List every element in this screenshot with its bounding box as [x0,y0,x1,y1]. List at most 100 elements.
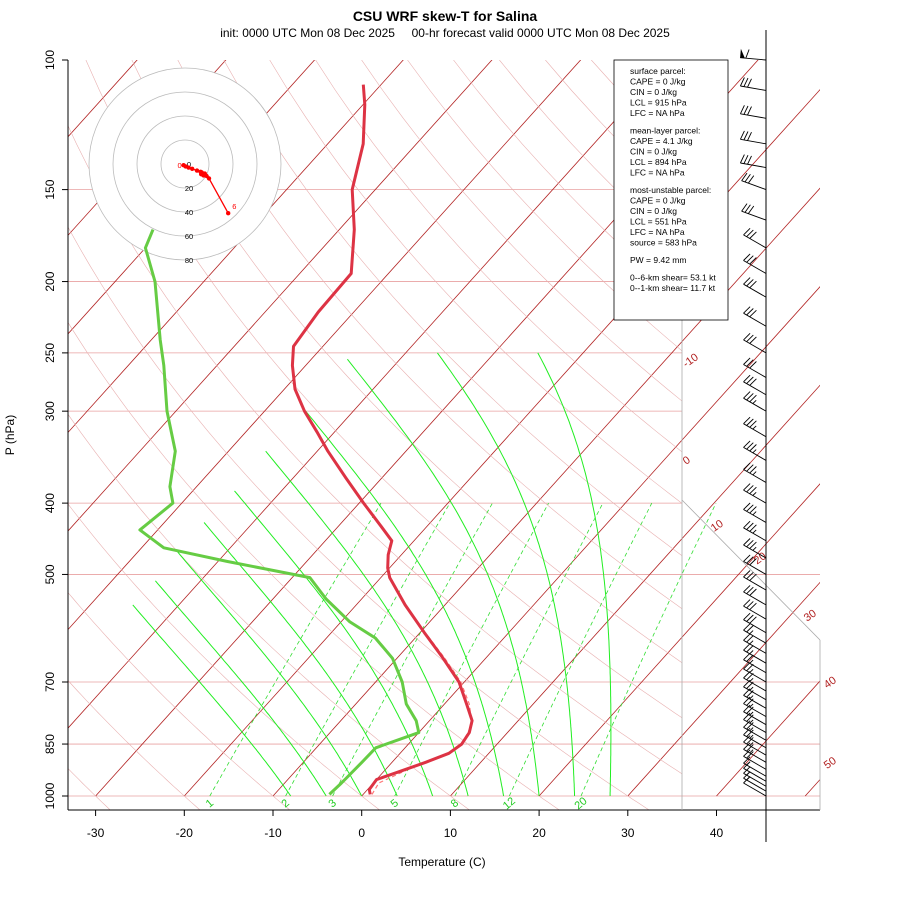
hodograph-ring-label: 20 [185,184,193,193]
moist-adiabat-line [537,352,612,796]
isotherm-line [627,581,820,797]
y-tick-label: 100 [43,50,57,70]
stats-line: CIN = 0 J/kg [630,206,677,216]
wind-barb [743,440,767,461]
hodograph-point [186,165,191,170]
wind-barb [743,727,767,749]
mixing-ratio-label: 5 [389,797,401,810]
moist-adiabat-line [234,490,434,797]
wind-barb [741,172,767,191]
wind-barb [743,652,767,674]
moist-adiabat-line [436,352,576,797]
stats-line: CAPE = 4.1 J/kg [630,136,693,146]
stats-line: surface parcel: [630,66,686,76]
isotherm-label: 30 [802,608,819,625]
wind-barb [739,77,767,91]
wind-barb [743,483,767,504]
wind-barb [743,623,767,644]
moist-adiabat-line [176,550,363,797]
wind-barb [740,48,767,61]
stats-line: LFC = NA hPa [630,227,685,237]
isotherm-line [272,187,820,797]
wind-barb [743,662,767,683]
x-tick-label: 30 [621,826,635,840]
chart-title: CSU WRF skew-T for Salina [353,8,538,24]
wind-barb [739,130,767,145]
isotherm-line [804,778,820,797]
isotherm-line [184,89,820,797]
mixing-ratio-line [580,502,717,797]
hodograph-ring-label: 40 [185,208,193,217]
isotherm-label: 40 [822,674,839,691]
hodograph-point [194,168,200,173]
stats-line: most-unstable parcel: [630,185,711,195]
wind-barbs [739,48,767,797]
mixing-ratio-line [209,502,382,797]
moist-adiabat-line [347,358,540,797]
stats-line: LFC = NA hPa [630,108,685,118]
dry-adiabat-line [68,413,470,810]
moist-adiabat-lines [132,352,612,797]
hodograph: 0 20 40 60 80 0 6 [88,67,282,265]
wind-barb [743,554,767,575]
wind-barb [743,462,767,483]
mixing-ratio-label: 2 [279,797,291,810]
dry-adiabat-line [223,60,682,557]
hodograph-ring-label: 80 [185,256,193,265]
hodograph-ring [160,139,210,189]
wind-barb [743,585,767,606]
mixing-ratio-label: 3 [326,797,338,810]
isotherm-label: -10 [681,351,701,370]
isobar-lines [68,189,820,797]
x-tick-label: -10 [264,826,282,840]
x-tick-label: 40 [710,826,724,840]
wind-barb [743,633,767,654]
wind-barb [743,391,767,412]
y-tick-label: 700 [43,672,57,692]
x-tick-label: 0 [358,826,365,840]
moist-adiabat-line [132,604,292,797]
isotherm-line [68,60,404,434]
wind-barb [741,203,767,221]
sounding-profiles [138,84,474,796]
wind-barb [743,643,767,664]
isotherm-line [538,483,820,797]
wind-barb [743,520,767,542]
isotherm-line [68,60,670,729]
wind-barb [743,253,767,274]
temperature-trace [290,84,474,795]
dry-adiabat-line [361,60,682,402]
wind-barb [743,277,767,298]
dry-adiabat-line [68,125,682,775]
isotherm-line [716,680,820,797]
stats-line: LCL = 551 hPa [630,217,687,227]
wind-barb [743,756,767,777]
hodograph-ring-label: 0 [187,160,191,169]
moist-adiabat-line [203,522,398,797]
temperature-axis: -30 -20 -10 0 10 20 30 40 [87,810,724,840]
x-tick-label: -20 [176,826,194,840]
wind-barb [743,742,767,763]
wind-barb [739,105,767,119]
stats-line: source = 583 hPa [630,238,697,248]
mixing-ratio-label: 1 [204,797,216,810]
moist-adiabat-line [265,450,469,797]
wind-barb [743,538,767,559]
isotherm-line [361,286,820,797]
hodograph-end-label: 6 [232,202,236,211]
x-tick-label: 10 [444,826,458,840]
y-tick-label: 250 [43,343,57,363]
isotherm-label: 0 [681,454,693,467]
stats-line: LCL = 915 hPa [630,98,687,108]
isotherm-label: 10 [709,518,726,535]
stats-line: CIN = 0 J/kg [630,87,677,97]
dry-adiabat-line [315,60,682,453]
mixing-ratio-line [285,502,451,797]
wind-barb [743,416,767,438]
wind-barb [743,570,767,591]
parcel-trace [371,632,473,795]
pressure-axis: 100 150 200 250 300 400 500 700 850 1000 [43,50,68,809]
x-axis-label: Temperature (C) [398,855,485,869]
wind-barb [743,599,767,620]
